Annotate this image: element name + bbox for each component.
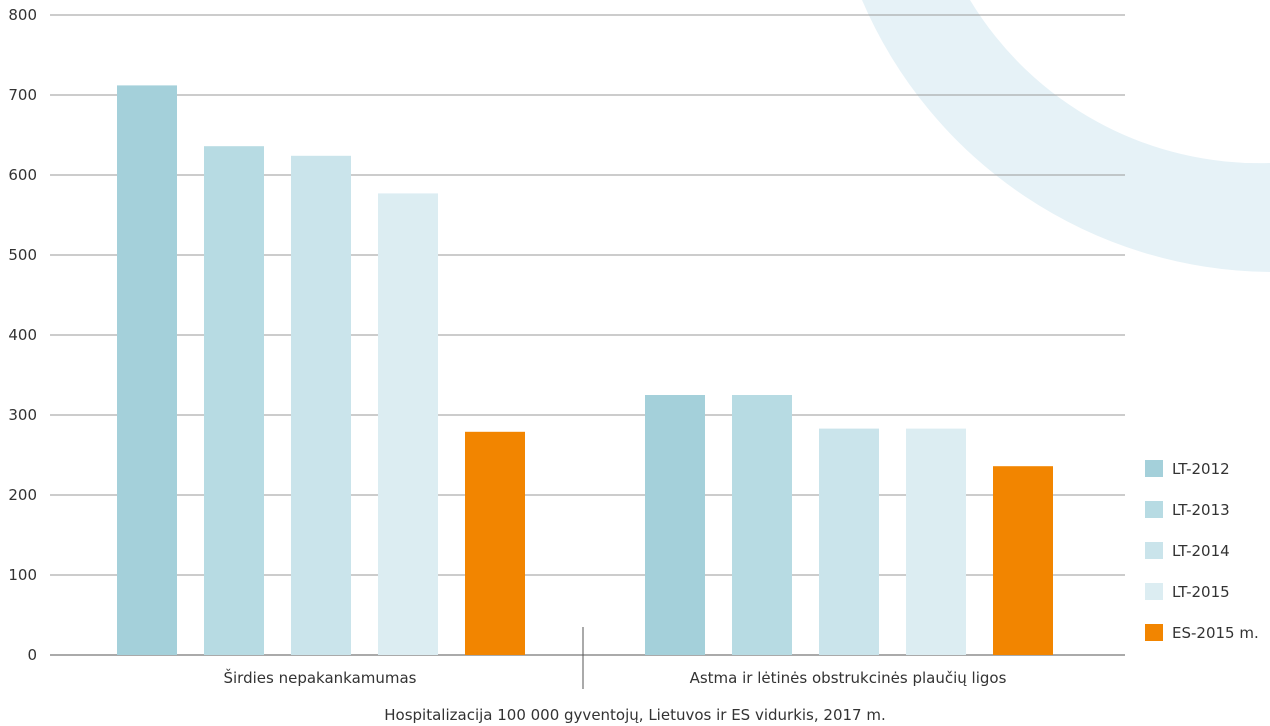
y-tick-label: 0 [27,646,37,664]
y-tick-label: 500 [8,246,37,264]
bar [378,193,438,655]
x-axis: Širdies nepakankamumas Astma ir lėtinės o… [223,627,1007,689]
x-category-label: Širdies nepakankamumas [223,668,416,687]
legend-label: LT-2013 [1172,501,1230,519]
y-tick-label: 800 [8,6,37,24]
chart-title: Hospitalizacija 100 000 gyventojų, Lietu… [384,706,886,724]
bar [732,395,792,655]
bar [645,395,705,655]
legend-swatch [1145,624,1163,641]
bars [117,85,1053,656]
y-tick-label: 100 [8,566,37,584]
legend-label: ES-2015 m. [1172,624,1259,642]
bar [465,431,525,655]
bar [204,146,264,655]
legend-swatch [1145,501,1163,518]
legend-swatch [1145,542,1163,559]
y-tick-label: 700 [8,86,37,104]
legend-label: LT-2014 [1172,542,1230,560]
bar [819,428,879,655]
y-tick-label: 600 [8,166,37,184]
bar [906,428,966,655]
bar [993,466,1053,655]
bar [291,155,351,656]
y-tick-label: 400 [8,326,37,344]
y-tick-label: 200 [8,486,37,504]
bar [117,85,177,655]
x-category-label: Astma ir lėtinės obstrukcinės plaučių li… [690,669,1007,687]
legend: LT-2012 LT-2013 LT-2014 LT-2015 ES-2015 m. [1145,460,1259,642]
legend-swatch [1145,460,1163,477]
legend-label: LT-2015 [1172,583,1230,601]
legend-label: LT-2012 [1172,460,1230,478]
legend-swatch [1145,583,1163,600]
y-tick-label: 300 [8,406,37,424]
background-arc-decoration [862,0,1270,272]
y-axis: 0 100 200 300 400 500 600 700 800 [8,6,37,664]
